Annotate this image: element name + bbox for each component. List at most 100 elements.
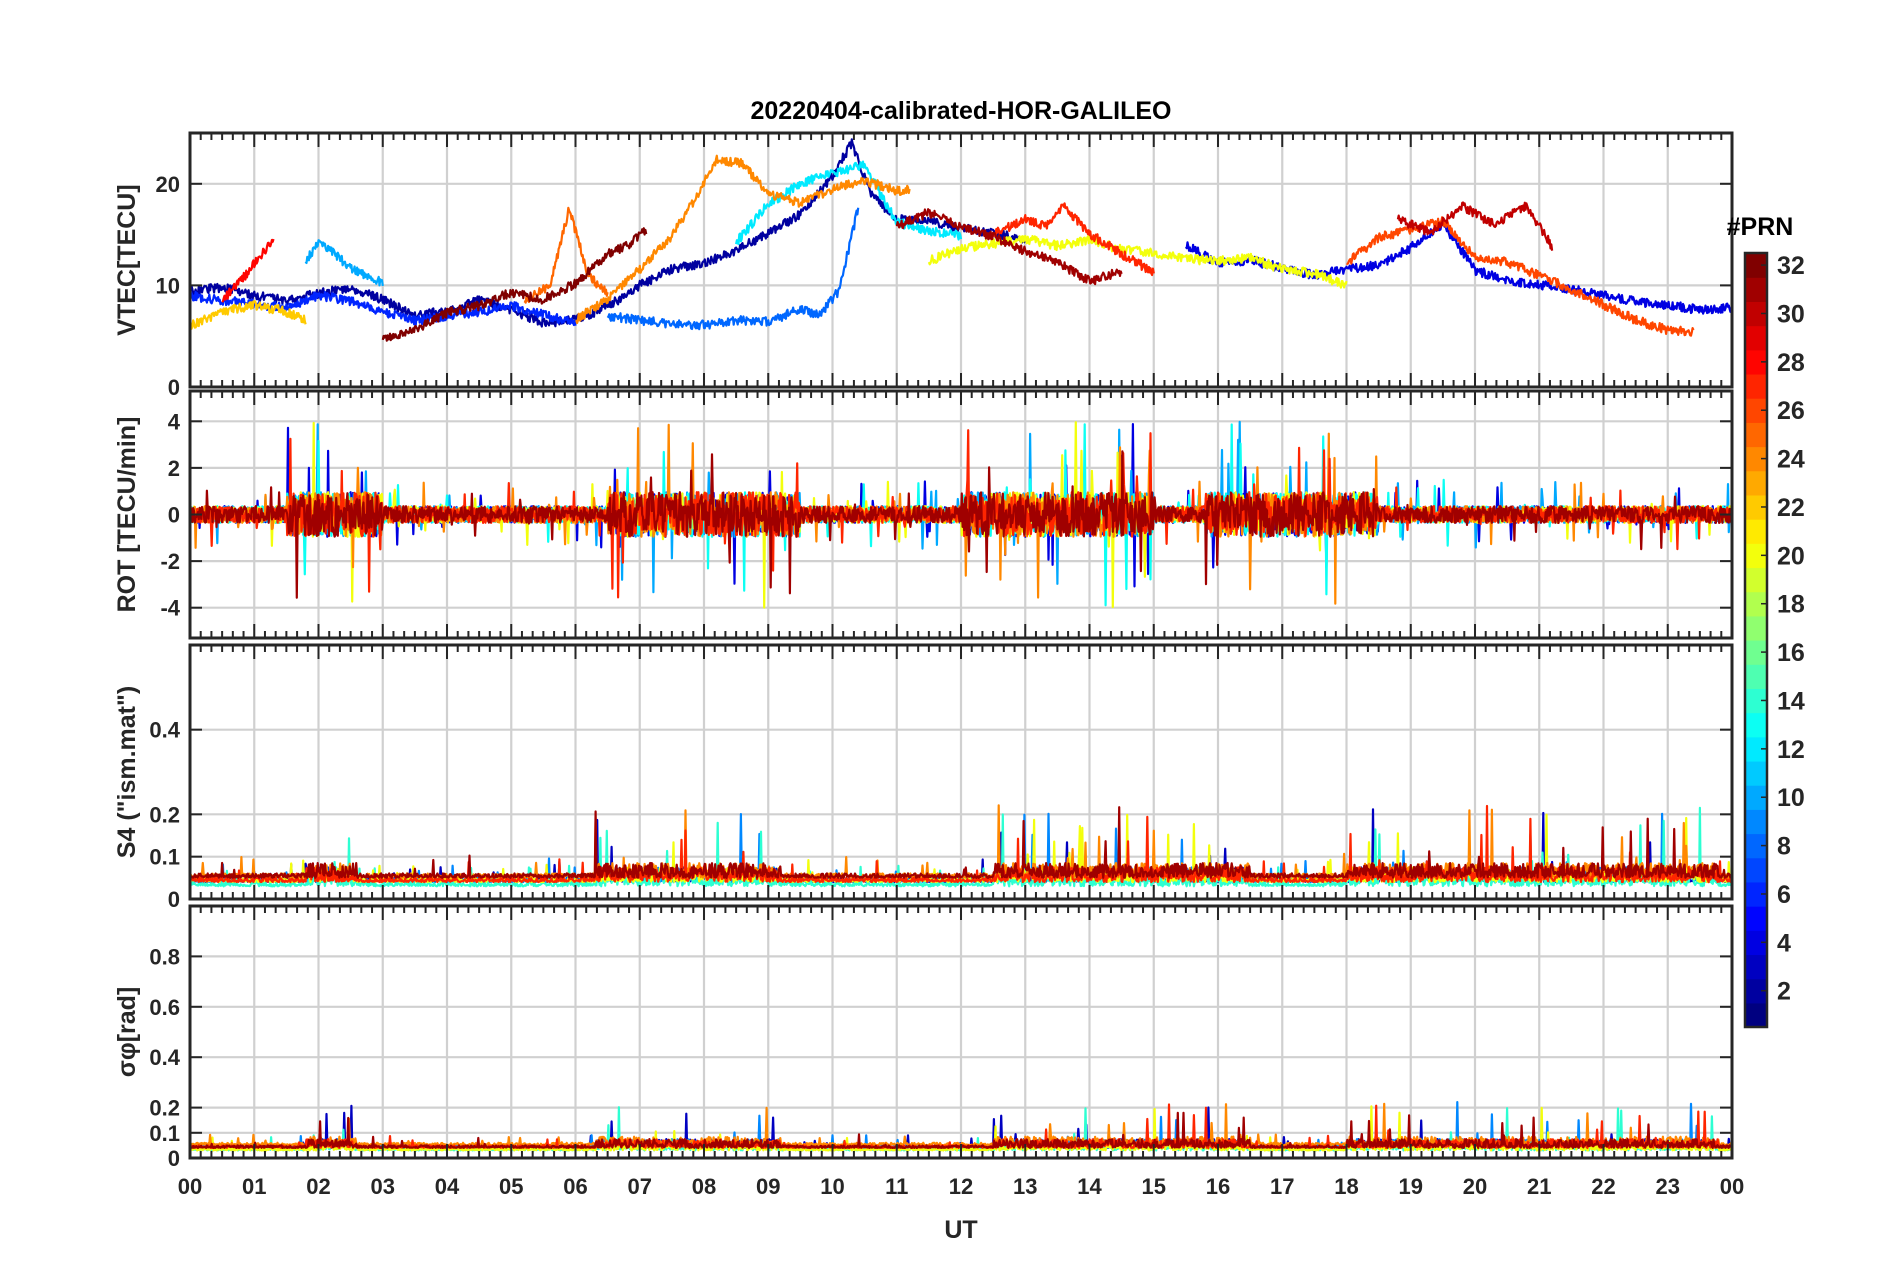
colorbar-swatch [1745, 373, 1767, 399]
x-tick-label: 06 [563, 1174, 587, 1199]
colorbar-tick-label: 10 [1777, 784, 1805, 812]
series-prn-31 [190, 806, 1732, 879]
x-tick-label: 20 [1463, 1174, 1487, 1199]
series-prn-28 [221, 238, 275, 303]
x-axis-label: UT [944, 1216, 977, 1244]
y-tick-label: 2 [168, 456, 180, 481]
x-tick-label: 08 [692, 1174, 716, 1199]
x-tick-label: 14 [1077, 1174, 1102, 1199]
x-ticks [189, 391, 1733, 638]
x-tick-label: 03 [371, 1174, 395, 1199]
colorbar-swatch [1745, 640, 1767, 665]
x-tick-label: 00 [1720, 1174, 1744, 1199]
series-prn-12 [735, 160, 963, 246]
colorbar-tick-label: 30 [1777, 300, 1805, 328]
colorbar-swatch [1745, 591, 1767, 617]
colorbar-tick-label: 26 [1777, 397, 1805, 425]
colorbar-tick-label: 24 [1777, 446, 1805, 474]
series-group [190, 138, 1732, 342]
colorbar-frame [1743, 251, 1769, 1029]
colorbar-swatch [1745, 301, 1767, 327]
colorbar-swatch [1745, 664, 1767, 689]
panel-1: 0 10 20 VTEC[TECU] [113, 131, 1734, 400]
x-tick-label: 23 [1656, 1174, 1680, 1199]
x-tick-label: 09 [756, 1174, 780, 1199]
colorbar-tick-label: 4 [1777, 929, 1791, 957]
y-tick-label: -4 [160, 596, 180, 621]
colorbar-swatch [1745, 349, 1767, 375]
x-tick-label: 00 [178, 1174, 202, 1199]
series-prn-31 [895, 208, 1123, 286]
colorbar-swatch [1745, 494, 1767, 520]
series-prn-32 [381, 227, 648, 342]
x-tick-label: 05 [499, 1174, 523, 1199]
y-tick-label: 0.4 [149, 718, 180, 743]
series-prn-20 [927, 234, 1348, 289]
y-axis-label: σφ[rad] [113, 987, 141, 1078]
y-tick-label: -2 [160, 549, 180, 574]
colorbar-swatch [1745, 446, 1767, 472]
colorbar-tick-label: 6 [1777, 881, 1791, 909]
x-tick-label: 21 [1527, 1174, 1551, 1199]
colorbar-swatch [1745, 567, 1767, 593]
x-tick-label: 18 [1334, 1174, 1358, 1199]
y-axis-label: ROT [TECU/min] [113, 417, 141, 613]
colorbar-swatch [1745, 688, 1767, 714]
colorbar-swatch [1745, 954, 1767, 980]
colorbar-swatch [1745, 881, 1767, 907]
x-ticks [189, 645, 1733, 899]
y-tick-label: 10 [156, 273, 180, 298]
series-prn-27 [992, 202, 1155, 277]
colorbar-swatch [1745, 519, 1767, 544]
series-prn-24 [575, 154, 911, 325]
series-group [190, 804, 1732, 888]
panel-4: 00.10.2 0.4 0.6 0.8 σφ[rad] 00 01 02 03 04 05 06 07 0… [113, 904, 1744, 1199]
colorbar-swatch [1745, 906, 1767, 931]
x-tick-label: 13 [1013, 1174, 1037, 1199]
colorbar-swatch [1745, 930, 1767, 956]
series-prn-10 [304, 239, 384, 287]
x-tick-label: 19 [1399, 1174, 1423, 1199]
y-axis-label: S4 ("ism.mat") [113, 686, 141, 858]
grid [190, 133, 1732, 387]
grid [190, 906, 1732, 1158]
colorbar-swatch [1745, 712, 1767, 738]
x-tick-label: 17 [1270, 1174, 1294, 1199]
series-group [190, 420, 1732, 609]
colorbar-swatch [1745, 785, 1767, 810]
y-tick-label: 4 [168, 409, 181, 434]
y-tick-label: 0.8 [149, 944, 180, 969]
x-tick-label: 07 [628, 1174, 652, 1199]
series-prn-30 [1396, 201, 1554, 251]
colorbar-tick-label: 32 [1777, 252, 1805, 280]
colorbar-swatch [1745, 277, 1767, 302]
x-tick-label: 04 [435, 1174, 460, 1199]
colorbar-tick-label: 22 [1777, 494, 1805, 522]
colorbar-swatch [1745, 833, 1767, 859]
colorbar-swatch [1745, 736, 1767, 762]
series-prn-8 [606, 207, 860, 331]
colorbar-swatch [1745, 543, 1767, 569]
y-tick-label: 0.2 [149, 1096, 180, 1121]
series-prn-26 [1346, 216, 1695, 337]
x-tick-label: 10 [820, 1174, 844, 1199]
y-tick-label: 0.6 [149, 995, 180, 1020]
x-tick-label: 12 [949, 1174, 973, 1199]
colorbar-tick-label: 14 [1777, 687, 1805, 715]
panel-2: -4 -2 0 2 4 ROT [TECU/min] [113, 389, 1734, 640]
x-ticks [189, 133, 1733, 387]
y-tick-label: 0 [168, 887, 180, 912]
series-prn-31 [190, 450, 1732, 599]
x-ticks [189, 906, 1733, 1158]
colorbar-swatch [1745, 760, 1767, 786]
colorbar-tick-label: 16 [1777, 639, 1805, 667]
x-tick-label: 22 [1591, 1174, 1615, 1199]
y-tick-label: 20 [156, 172, 180, 197]
y-tick-label: 0 [168, 375, 180, 400]
chart-title: 20220404-calibrated-HOR-GALILEO [751, 97, 1172, 125]
colorbar-swatch [1745, 325, 1767, 351]
colorbar-swatch [1745, 1002, 1767, 1028]
colorbar-tick-label: 28 [1777, 349, 1805, 377]
series-prn-27 [190, 804, 1732, 884]
colorbar-swatch [1745, 978, 1767, 1004]
